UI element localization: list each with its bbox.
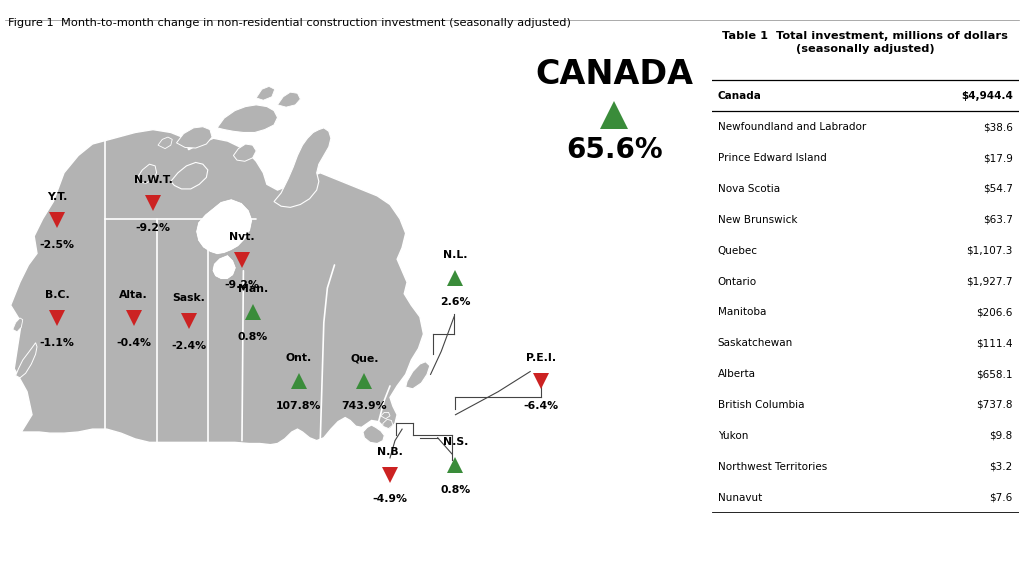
PathPatch shape <box>15 343 37 378</box>
Text: N.W.T.: N.W.T. <box>133 175 172 185</box>
PathPatch shape <box>136 164 157 183</box>
Text: Nvt.: Nvt. <box>229 232 255 242</box>
Text: -0.4%: -0.4% <box>117 338 152 348</box>
Text: $111.4: $111.4 <box>976 338 1013 348</box>
Text: New Brunswick: New Brunswick <box>718 215 798 225</box>
Text: $54.7: $54.7 <box>983 184 1013 194</box>
Text: 743.9%: 743.9% <box>342 401 387 411</box>
PathPatch shape <box>13 318 23 332</box>
PathPatch shape <box>196 199 253 255</box>
Text: Nunavut: Nunavut <box>718 492 762 502</box>
PathPatch shape <box>212 255 237 279</box>
Text: Ontario: Ontario <box>718 276 757 286</box>
Text: Figure 1  Month-to-month change in non-residential construction investment (seas: Figure 1 Month-to-month change in non-re… <box>8 18 571 28</box>
Text: -6.4%: -6.4% <box>523 401 558 411</box>
Text: 65.6%: 65.6% <box>566 136 663 164</box>
Text: $17.9: $17.9 <box>983 153 1013 163</box>
Text: $9.8: $9.8 <box>989 431 1013 441</box>
Text: $1,927.7: $1,927.7 <box>967 276 1013 286</box>
Text: Canada: Canada <box>718 92 762 101</box>
Text: Manitoba: Manitoba <box>718 308 766 317</box>
Text: Northwest Territories: Northwest Territories <box>718 462 827 472</box>
Text: $658.1: $658.1 <box>976 369 1013 379</box>
PathPatch shape <box>256 86 274 100</box>
Text: Que.: Que. <box>350 353 379 363</box>
PathPatch shape <box>10 130 424 445</box>
Text: 107.8%: 107.8% <box>276 401 322 411</box>
Text: -4.9%: -4.9% <box>373 494 408 505</box>
Text: Man.: Man. <box>238 284 267 294</box>
Text: $206.6: $206.6 <box>976 308 1013 317</box>
PathPatch shape <box>233 144 256 161</box>
PathPatch shape <box>171 162 208 189</box>
PathPatch shape <box>278 92 300 107</box>
Text: Ont.: Ont. <box>286 353 312 363</box>
Text: P.E.I.: P.E.I. <box>525 353 556 363</box>
Text: N.S.: N.S. <box>442 437 468 447</box>
Text: $1,107.3: $1,107.3 <box>967 245 1013 256</box>
Text: $7.6: $7.6 <box>989 492 1013 502</box>
Text: Saskatchewan: Saskatchewan <box>718 338 793 348</box>
Text: 2.6%: 2.6% <box>440 297 471 308</box>
PathPatch shape <box>158 137 172 149</box>
Text: Alberta: Alberta <box>718 369 756 379</box>
Text: Quebec: Quebec <box>718 245 758 256</box>
Text: -2.4%: -2.4% <box>171 340 206 351</box>
Text: $38.6: $38.6 <box>983 122 1013 132</box>
Text: Y.T.: Y.T. <box>47 192 68 202</box>
Text: Prince Edward Island: Prince Edward Island <box>718 153 826 163</box>
Text: Nova Scotia: Nova Scotia <box>718 184 780 194</box>
Text: Newfoundland and Labrador: Newfoundland and Labrador <box>718 122 866 132</box>
Text: -2.5%: -2.5% <box>40 240 75 250</box>
PathPatch shape <box>274 128 331 207</box>
Text: N.B.: N.B. <box>377 446 402 457</box>
Text: -9.2%: -9.2% <box>224 280 259 290</box>
PathPatch shape <box>176 127 212 148</box>
Text: N.L.: N.L. <box>443 249 468 260</box>
Text: B.C.: B.C. <box>45 290 70 300</box>
PathPatch shape <box>406 362 430 389</box>
Text: Alta.: Alta. <box>120 290 148 300</box>
Text: $737.8: $737.8 <box>976 400 1013 410</box>
Text: 0.8%: 0.8% <box>440 484 471 495</box>
Text: -1.1%: -1.1% <box>40 338 75 348</box>
Text: 0.8%: 0.8% <box>238 332 267 342</box>
Text: -9.2%: -9.2% <box>135 222 171 233</box>
Text: British Columbia: British Columbia <box>718 400 804 410</box>
Text: CANADA: CANADA <box>536 58 693 92</box>
PathPatch shape <box>381 412 390 419</box>
Text: Table 1  Total investment, millions of dollars
(seasonally adjusted): Table 1 Total investment, millions of do… <box>722 31 1009 54</box>
PathPatch shape <box>362 425 384 444</box>
PathPatch shape <box>383 419 393 429</box>
Text: Yukon: Yukon <box>718 431 749 441</box>
Text: $63.7: $63.7 <box>983 215 1013 225</box>
Text: $4,944.4: $4,944.4 <box>961 92 1013 101</box>
Text: $3.2: $3.2 <box>989 462 1013 472</box>
Text: Sask.: Sask. <box>172 293 205 303</box>
PathPatch shape <box>217 105 278 132</box>
